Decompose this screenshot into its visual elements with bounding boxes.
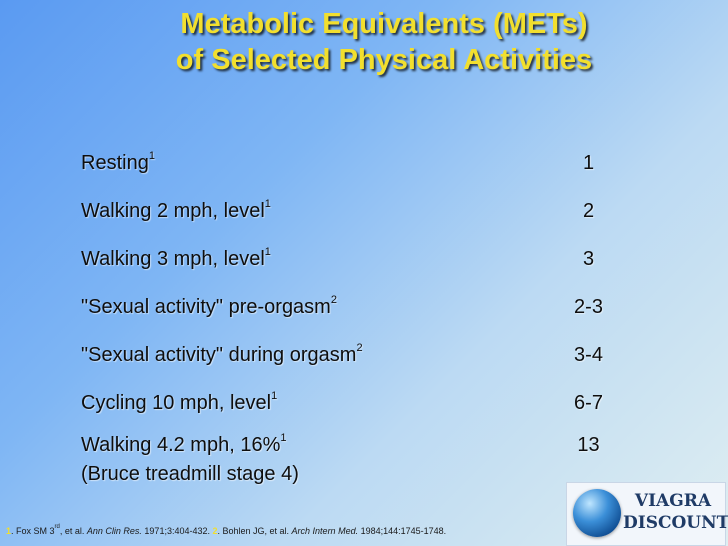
activity-mets-value: 3-4 — [574, 344, 603, 366]
activity-row: "Sexual activity" during orgasm2 3-4 — [81, 342, 641, 384]
logo-text-line-2: DISCOUNT — [623, 513, 728, 533]
activity-sublabel: (Bruce treadmill stage 4) — [81, 463, 299, 485]
title-line-1: Metabolic Equivalents (METs) — [180, 8, 588, 40]
globe-icon — [573, 489, 621, 537]
viagra-discount-logo: VIAGRA DISCOUNT — [566, 482, 728, 546]
activity-mets-value: 3 — [582, 248, 595, 270]
activity-mets-value: 2-3 — [574, 296, 603, 318]
activity-row: Resting1 1 — [81, 150, 641, 192]
activity-row: Cycling 10 mph, level1 6-7 — [81, 390, 641, 432]
activity-row: "Sexual activity" pre-orgasm2 2-3 — [81, 294, 641, 336]
activity-label: "Sexual activity" during orgasm2 — [81, 342, 363, 366]
activity-mets-value: 6-7 — [574, 392, 603, 414]
references-footnote: 1. Fox SM 3rd, et al. Ann Clin Res. 1971… — [6, 524, 447, 536]
activity-label: Walking 4.2 mph, 16%1 (Bruce treadmill st… — [81, 432, 299, 485]
ref-number-1: 1 — [6, 526, 12, 536]
activity-label: Resting1 — [81, 150, 155, 174]
activity-row: Walking 3 mph, level1 3 — [81, 246, 641, 288]
activity-mets-value: 2 — [582, 200, 595, 222]
ref-number-2: 2 — [212, 526, 218, 536]
activity-row: Walking 2 mph, level1 2 — [81, 198, 641, 240]
activity-label: Walking 3 mph, level1 — [81, 246, 271, 270]
logo-text-line-1: VIAGRA — [634, 491, 712, 511]
activity-label: Cycling 10 mph, level1 — [81, 390, 278, 414]
activity-label: "Sexual activity" pre-orgasm2 — [81, 294, 337, 318]
title-line-2: of Selected Physical Activities — [175, 44, 593, 76]
activity-row: Walking 4.2 mph, 16%1 (Bruce treadmill st… — [81, 432, 641, 498]
slide-title: Metabolic Equivalents (METs) of Selected… — [0, 6, 728, 78]
activity-label: Walking 2 mph, level1 — [81, 198, 271, 222]
activity-mets-value: 1 — [582, 152, 595, 174]
activity-mets-value: 13 — [577, 434, 600, 456]
